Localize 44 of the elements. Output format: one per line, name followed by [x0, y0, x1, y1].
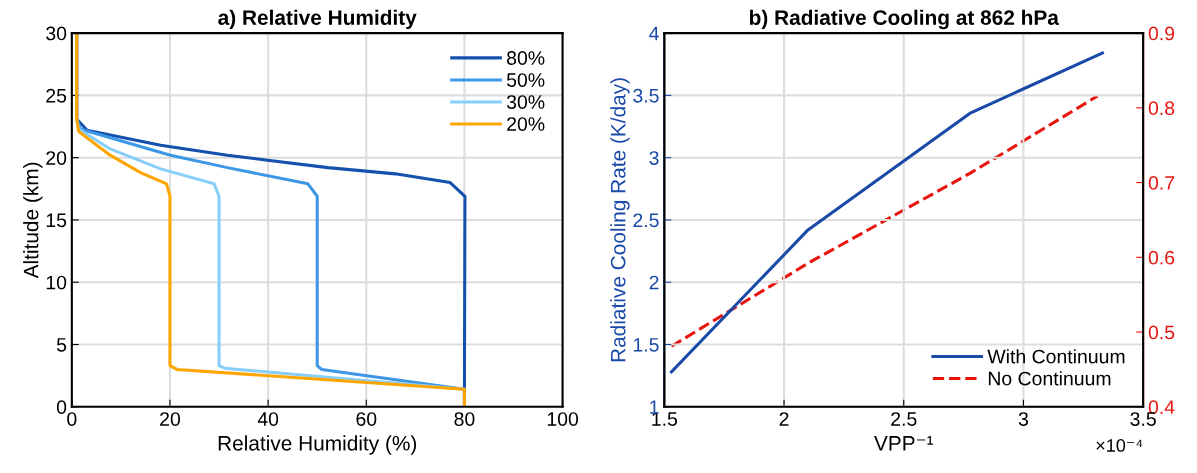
y-tick-label: 3.5 [633, 88, 659, 103]
legend-label: 50% [506, 73, 545, 87]
y2-tick-label: 0.9 [1148, 26, 1175, 41]
x-tick-label: 40 [257, 412, 279, 426]
legend-label: 20% [507, 117, 545, 131]
y-tick-label: 4 [649, 26, 659, 41]
y-tick-label: 3 [649, 151, 659, 165]
y-tick-label: 1.5 [633, 338, 659, 352]
y-tick-label: 2 [649, 275, 659, 290]
x-axis-title: VPP⁻¹ [874, 436, 934, 451]
y2-tick-label: 0.4 [1148, 400, 1175, 415]
y-tick-label: 0 [56, 400, 67, 415]
y-tick-label: 30 [46, 26, 67, 41]
x-tick-label: 60 [356, 412, 377, 426]
y-axis-title: Radiative Cooling Rate (K/day) [610, 78, 630, 362]
x-tick-label: 2.5 [891, 412, 917, 426]
y-tick-label: 5 [56, 338, 67, 352]
y-tick-label: 25 [46, 88, 67, 103]
y-tick-label: 15 [46, 213, 67, 228]
y-tick-label: 10 [46, 275, 67, 290]
legend-label: No Continuum [988, 371, 1111, 386]
legend-label: 80% [507, 51, 545, 65]
chart-title: a) Relative Humidity [218, 9, 417, 30]
y2-tick-label: 0.8 [1148, 101, 1175, 116]
text: ×10⁻⁴ [1096, 439, 1143, 452]
legend-label: 30% [506, 95, 545, 109]
x-tick-label: 80 [454, 412, 475, 426]
y-tick-label: 20 [46, 151, 67, 165]
y2-tick-label: 0.7 [1148, 176, 1175, 190]
y-axis-title: Altitude (km) [23, 162, 43, 279]
x-tick-label: 2 [779, 412, 789, 426]
x-tick-label: 20 [160, 412, 181, 426]
line-series [669, 94, 1100, 348]
legend-label: With Continuum [987, 349, 1125, 364]
x-tick-label: 3 [1018, 412, 1028, 426]
y2-tick-label: 0.6 [1148, 250, 1175, 265]
x-tick-label: 0 [67, 412, 77, 426]
x-tick-label: 100 [547, 412, 579, 426]
y-tick-label: 2.5 [633, 213, 659, 228]
y-tick-label: 1 [650, 400, 659, 414]
x-tick-label: 3.5 [1130, 412, 1156, 426]
y2-tick-label: 0.5 [1148, 325, 1175, 340]
chart-title: b) Radiative Cooling at 862 hPa [749, 9, 1060, 30]
x-axis-title: Relative Humidity (%) [218, 435, 417, 455]
